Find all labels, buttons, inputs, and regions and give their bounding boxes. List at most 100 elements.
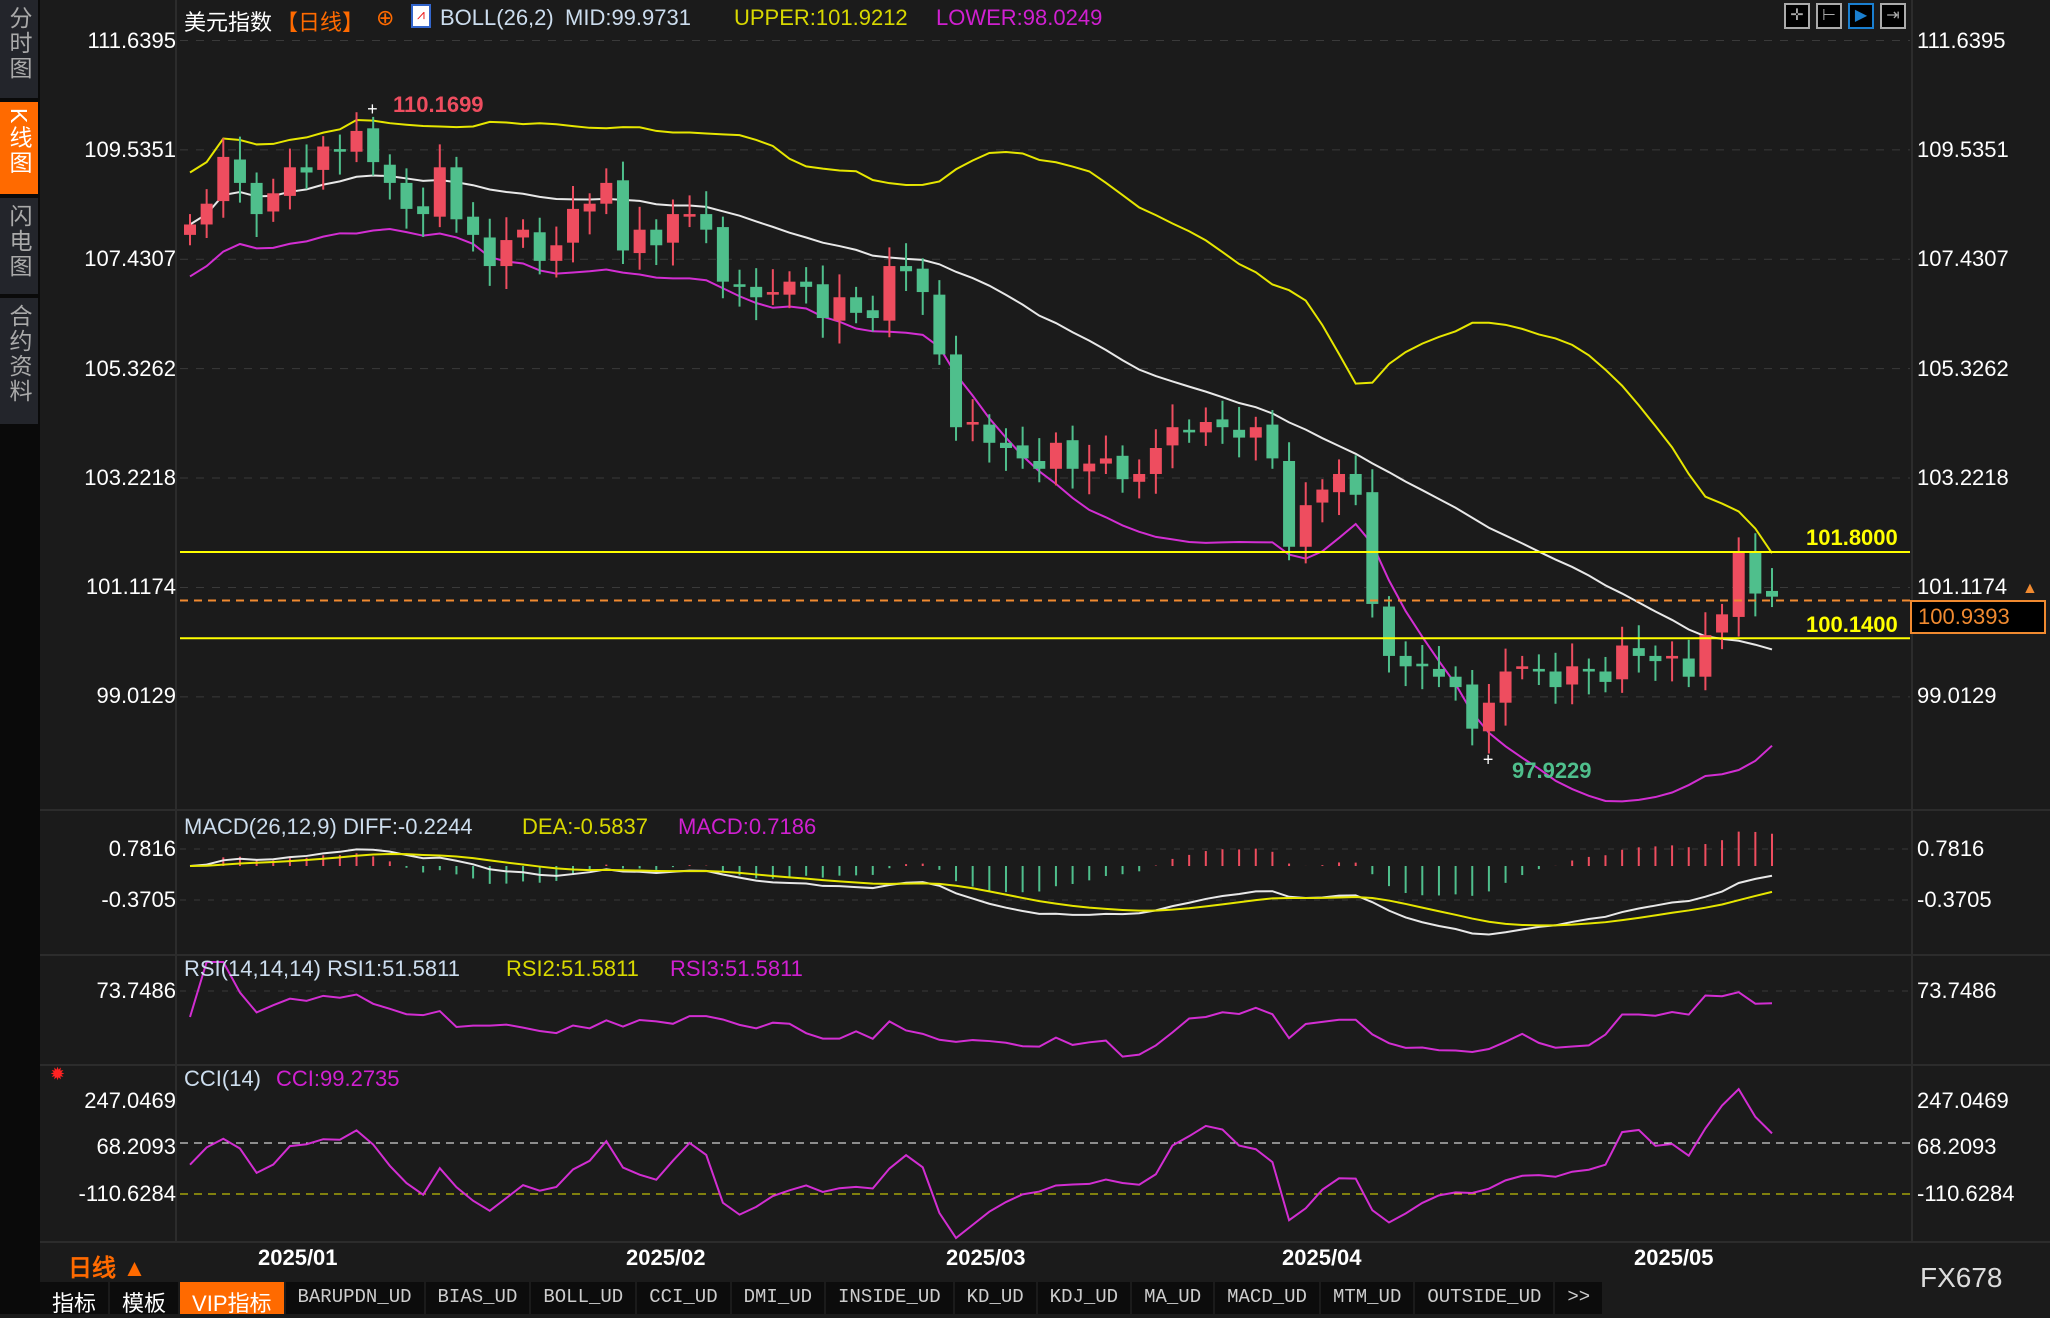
candle-body [583,203,596,212]
candle-body [983,424,996,443]
candle-body [450,167,463,220]
price-axis-label: 99.0129 [96,683,176,708]
candle-body [1432,668,1445,677]
boll-mid: MID:99.9731 [565,5,691,30]
date-tick: 2025/02 [626,1245,706,1270]
candle-body [1366,492,1379,604]
candle-body [567,208,580,243]
hline-label-1: 101.8000 [1806,525,1898,550]
boll-upper: UPPER:101.9212 [734,5,908,30]
tab-macd-ud[interactable]: MACD_UD [1215,1282,1319,1314]
tab-ma-ud[interactable]: MA_UD [1132,1282,1214,1314]
tab-outside-ud[interactable]: OUTSIDE_UD [1415,1282,1554,1314]
candle-body [933,294,946,355]
candle-body [683,214,696,217]
candle-body [1049,442,1062,469]
candle-body [1582,668,1595,672]
period-selector[interactable]: 日线 ▲ [68,1255,147,1282]
candle-body [1099,458,1112,464]
low-marker-label: 97.9229 [1512,758,1592,783]
play-chart-icon[interactable]: ▶ [1848,3,1874,29]
candle-body [1682,658,1695,677]
macd-value: MACD:0.7186 [678,814,817,839]
candle-body [1716,614,1729,633]
high-marker-label: 110.1699 [393,92,484,117]
candle-body [467,216,480,235]
current-price-arrow-icon: ▲ [2022,580,2038,597]
cci-axis-label: -110.6284 [78,1181,176,1206]
tab-vip-indicators[interactable]: VIP指标 [180,1282,284,1316]
candle-body [1333,473,1346,493]
candle-body [1216,419,1229,428]
period-label[interactable]: 【日线】 [276,10,365,35]
tab-inside-ud[interactable]: INSIDE_UD [826,1282,953,1314]
candle-body [900,266,913,272]
price-axis-label: 109.5351 [84,137,176,162]
tab-barupdn-ud[interactable]: BARUPDN_UD [285,1282,424,1314]
candle-body [1283,460,1296,547]
candle-body [333,149,346,152]
cci-axis-label-right: -110.6284 [1917,1181,2015,1206]
macd-axis-label: -0.3705 [101,887,176,912]
high-marker: + [367,99,378,119]
candle-body [766,292,779,295]
macd-axis-label-right: -0.3705 [1917,887,1992,912]
sidebar-item-timeshare[interactable]: 分时图 [0,0,38,98]
boll-lower-line [189,228,1773,803]
tab-indicators[interactable]: 指标 [40,1282,109,1316]
scroll-right-icon[interactable]: ⇥ [1880,3,1906,29]
candle-body [250,182,263,215]
candle-body [1732,551,1745,617]
price-axis-label-right: 109.5351 [1917,137,2009,162]
candle-body [517,229,530,238]
tab-templates[interactable]: 模板 [110,1282,179,1316]
boll-label: BOLL(26,2) [440,5,554,30]
candle-body [1532,668,1545,672]
cci-axis-label-right: 68.2093 [1917,1134,1997,1159]
candle-body [550,245,563,261]
settings-icon[interactable]: ⊕ [376,5,395,30]
tab-cci-ud[interactable]: CCI_UD [637,1282,730,1314]
low-marker: + [1483,749,1494,769]
candle-body [367,128,380,163]
candle-body [283,167,296,196]
tab-dmi-ud[interactable]: DMI_UD [731,1282,825,1314]
candle-body [1199,422,1212,433]
tab--[interactable]: >> [1555,1282,1603,1314]
brand-logo: FX678 [1920,1262,2003,1293]
candle-body [1249,427,1262,438]
sidebar-item-kline[interactable]: K线图 [0,102,38,194]
candle-body [833,297,846,321]
crosshair-icon[interactable]: ✛ [1784,3,1810,29]
price-axis-label-right: 107.4307 [1917,246,2009,271]
alert-icon[interactable]: ✹ [50,1064,66,1084]
candle-body [616,180,629,251]
candle-body [184,224,196,235]
tab-kd-ud[interactable]: KD_UD [954,1282,1036,1314]
cci-title: CCI(14) [184,1066,262,1091]
candle-body [400,182,413,209]
tab-bias-ud[interactable]: BIAS_UD [425,1282,530,1314]
tab-boll-ud[interactable]: BOLL_UD [531,1282,636,1314]
candle-body [1499,671,1512,703]
candle-body [267,193,280,212]
candle-body [1699,635,1712,677]
rsi-axis-label-right: 73.7486 [1917,978,1997,1003]
boll-indicator-icon[interactable]: ⩘ [411,4,431,28]
macd-dea-line [189,852,1773,927]
tab-mtm-ud[interactable]: MTM_UD [1320,1282,1414,1314]
candle-body [1083,463,1096,472]
cci-axis-label: 68.2093 [96,1134,176,1159]
sidebar-item-flash[interactable]: 闪电图 [0,198,38,294]
macd-title: MACD(26,12,9) DIFF:-0.2244 [184,814,473,839]
axis-zoom-icon[interactable]: ⊢ [1816,3,1842,29]
sidebar-item-contract-info[interactable]: 合约资料 [0,298,38,424]
candle-body [500,240,513,267]
tab-kdj-ud[interactable]: KDJ_UD [1037,1282,1131,1314]
hline-label-2: 100.1400 [1806,612,1898,637]
candle-body [483,237,496,267]
candle-body [383,164,396,183]
candle-body [1632,648,1645,656]
candle-body [999,442,1012,448]
